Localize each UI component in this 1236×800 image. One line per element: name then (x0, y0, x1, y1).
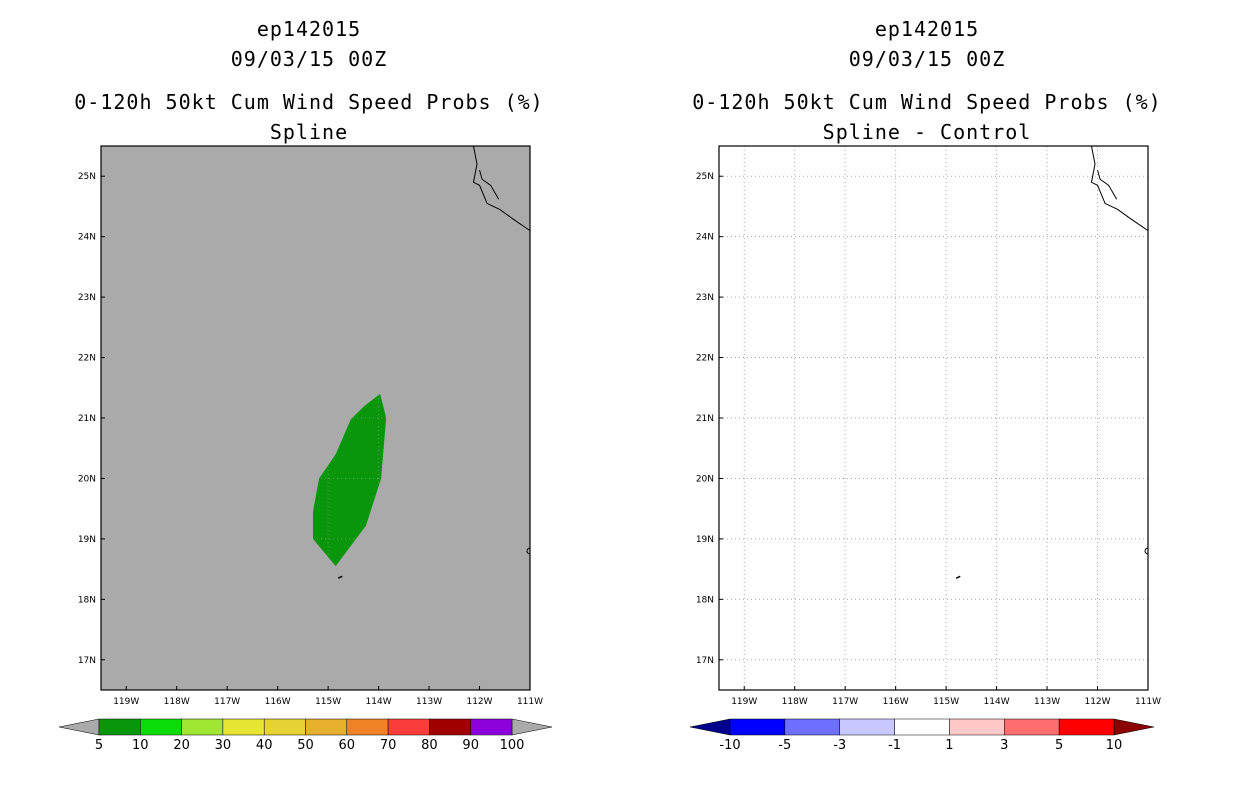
right-lat-label: 21N (696, 414, 714, 424)
left-product-title: 0-120h 50kt Cum Wind Speed Probs (%) (74, 90, 544, 114)
left-lat-label: 23N (78, 293, 96, 303)
left-colorbar-label: 90 (462, 738, 479, 753)
left-storm-id: ep142015 (256, 17, 362, 41)
left-colorbar-swatch (429, 718, 471, 736)
left-colorbar-swatch (263, 718, 306, 736)
right-colorbar-over-arrow (1113, 718, 1155, 736)
left-map-figure: 25N 24N 23N 22N 21N 20N 19N 18N 17N 119W 118W 117W 1… (58, 145, 553, 753)
left-colorbar-label: 30 (215, 738, 232, 753)
right-map-figure: 25N 24N 23N 22N 21N 20N 19N 18N 17N 119W 118W 117W 1… (689, 145, 1161, 753)
right-lon-label: 113W (1034, 697, 1060, 707)
left-subtitle: Spline (269, 120, 349, 144)
right-colorbar-label: 10 (1106, 738, 1123, 753)
left-panel: ep142015 09/03/15 00Z 0-120h 50kt Cum Wi… (58, 17, 553, 753)
right-map-background (719, 146, 1148, 690)
left-lon-label: 116W (265, 697, 291, 707)
right-colorbar-label: -1 (888, 738, 901, 753)
right-lat-label: 25N (696, 172, 714, 182)
right-colorbar-swatch (839, 718, 895, 736)
right-lat-label: 23N (696, 293, 714, 303)
right-lat-label: 19N (696, 535, 714, 545)
left-lat-label: 19N (78, 535, 96, 545)
left-lon-label: 111W (517, 697, 543, 707)
right-lon-label: 111W (1135, 697, 1161, 707)
right-coastline (1090, 145, 1149, 232)
left-colorbar-swatch (98, 718, 141, 736)
right-island (955, 575, 961, 579)
right-colorbar-swatch (1058, 718, 1115, 736)
left-lon-label: 117W (214, 697, 240, 707)
right-colorbar-label: -5 (778, 738, 791, 753)
left-colorbar-swatch (387, 718, 430, 736)
left-lon-label: 118W (164, 697, 190, 707)
left-colorbar-label: 70 (380, 738, 397, 753)
right-colorbar-swatch (949, 718, 1005, 736)
right-lat-label: 24N (696, 233, 714, 243)
right-east-coast-fragment (1144, 547, 1149, 555)
right-lat-label: 17N (696, 656, 714, 666)
left-colorbar-over-arrow (511, 718, 553, 736)
right-lat-label: 20N (696, 474, 714, 484)
right-colorbar-label: -10 (719, 738, 740, 753)
left-datetime: 09/03/15 00Z (230, 47, 388, 71)
right-panel: ep142015 09/03/15 00Z 0-120h 50kt Cum Wi… (618, 0, 1236, 800)
left-colorbar-label: 80 (421, 738, 438, 753)
left-colorbar-swatch (346, 718, 389, 736)
right-subtitle: Spline - Control (822, 120, 1032, 144)
right-colorbar-under-arrow (689, 718, 731, 736)
right-lon-label: 114W (984, 697, 1010, 707)
right-colorbar-label: 1 (945, 738, 953, 753)
right-lat-label: 18N (696, 595, 714, 605)
left-colorbar-label: 20 (173, 738, 190, 753)
right-lon-label: 119W (731, 697, 757, 707)
right-colorbar-label: 5 (1055, 738, 1063, 753)
right-coastline (1097, 170, 1118, 200)
left-lon-label: 113W (416, 697, 442, 707)
left-colorbar-label: 10 (132, 738, 149, 753)
right-product-title: 0-120h 50kt Cum Wind Speed Probs (%) (692, 90, 1162, 114)
left-colorbar-swatch (140, 718, 182, 736)
left-coastline (472, 145, 531, 232)
left-colorbar-swatch (305, 718, 348, 736)
left-colorbar-swatch (181, 718, 224, 736)
right-colorbar-swatch (729, 718, 786, 736)
left-lat-label: 18N (78, 595, 96, 605)
left-colorbar-label: 50 (297, 738, 314, 753)
left-lon-label: 119W (113, 697, 139, 707)
right-lon-label: 117W (832, 697, 858, 707)
right-lon-label: 118W (782, 697, 808, 707)
left-lat-label: 22N (78, 354, 96, 364)
left-colorbar-swatch (222, 718, 265, 736)
left-coastline (479, 170, 500, 200)
left-lat-label: 17N (78, 656, 96, 666)
left-colorbar-label: 40 (256, 738, 273, 753)
left-lon-label: 114W (366, 697, 392, 707)
left-colorbar-label: 100 (500, 738, 525, 753)
right-colorbar-swatch (1004, 718, 1060, 736)
right-storm-id: ep142015 (874, 17, 980, 41)
left-lat-label: 20N (78, 474, 96, 484)
left-east-coast-fragment (526, 547, 531, 555)
probability-area-5-10pct (312, 393, 387, 567)
left-island (337, 575, 343, 579)
right-colorbar-swatch (894, 718, 950, 736)
left-colorbar-label: 5 (95, 738, 103, 753)
left-lat-label: 21N (78, 414, 96, 424)
right-lon-label: 112W (1084, 697, 1110, 707)
left-colorbar-label: 60 (339, 738, 356, 753)
right-colorbar-label: 3 (1000, 738, 1008, 753)
left-lon-label: 112W (466, 697, 492, 707)
right-lon-label: 116W (883, 697, 909, 707)
left-map-background (101, 146, 530, 690)
left-colorbar-swatch (470, 718, 513, 736)
left-lon-label: 115W (315, 697, 341, 707)
left-lat-label: 24N (78, 233, 96, 243)
left-colorbar-under-arrow (58, 718, 100, 736)
right-datetime: 09/03/15 00Z (848, 47, 1006, 71)
right-lon-label: 115W (933, 697, 959, 707)
right-lat-label: 22N (696, 354, 714, 364)
right-colorbar-swatch (784, 718, 840, 736)
left-lat-label: 25N (78, 172, 96, 182)
right-colorbar-label: -3 (833, 738, 846, 753)
